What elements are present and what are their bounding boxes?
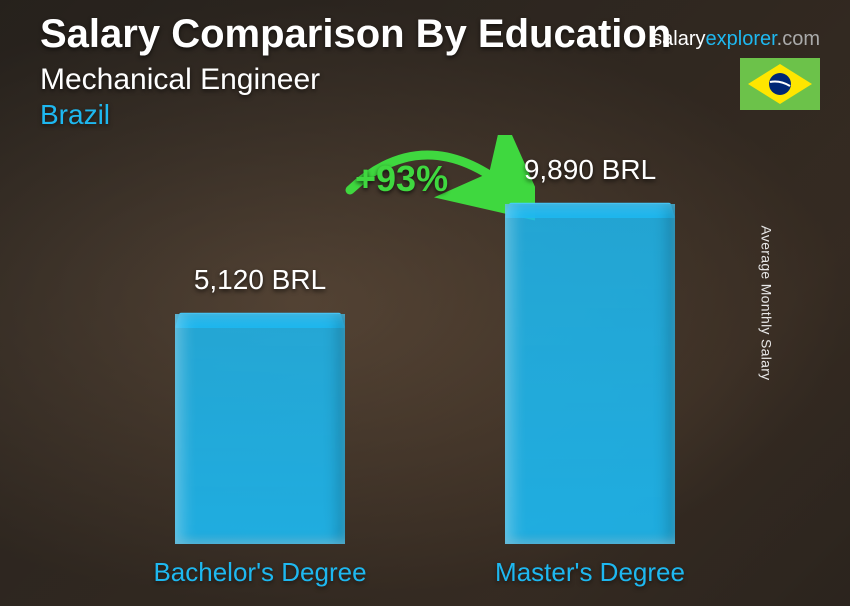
bar-label-1: Bachelor's Degree [110, 557, 410, 588]
percentage-increase-label: +93% [355, 158, 448, 200]
bar-value-2: 9,890 BRL [460, 154, 720, 186]
bar-inner-2 [505, 204, 675, 544]
brazil-flag-icon [740, 58, 820, 110]
bar-inner-1 [175, 314, 345, 544]
brand-part1: salary [652, 28, 705, 50]
brand-part2: explorer [706, 28, 777, 50]
brand-part3: .com [777, 28, 820, 50]
brand-label: salaryexplorer.com [652, 28, 820, 51]
chart-subtitle: Mechanical Engineer [40, 63, 820, 97]
bar-value-1: 5,120 BRL [130, 264, 390, 296]
bar-1 [175, 314, 345, 544]
bar-label-2: Master's Degree [440, 557, 740, 588]
bar-2 [505, 204, 675, 544]
chart-country: Brazil [40, 99, 820, 131]
bar-chart: +93% 5,120 BRL Bachelor's Degree 9,890 B… [0, 150, 850, 606]
